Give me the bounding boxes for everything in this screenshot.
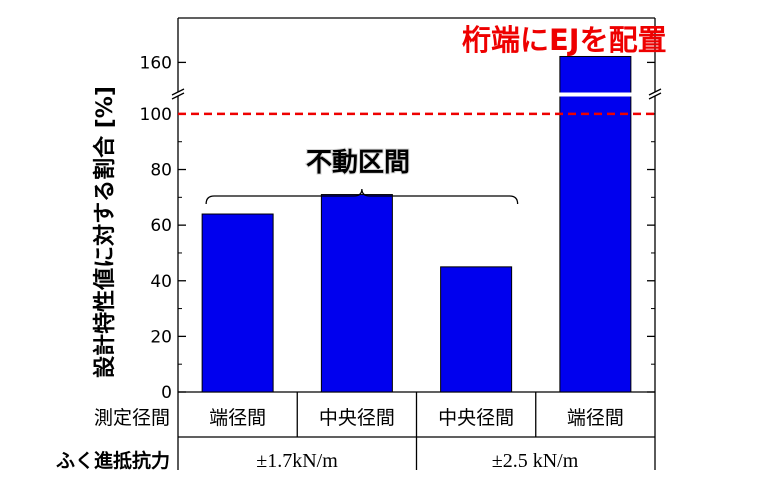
- resistance-group-1: ±1.7kN/m: [256, 450, 338, 472]
- category-label: 端径間: [209, 407, 266, 429]
- fixed-span-label: 不動区間: [306, 148, 410, 178]
- y-tick-label: 80: [150, 161, 172, 181]
- bar: [559, 55, 632, 393]
- y-tick-label: 160: [140, 53, 172, 73]
- axis-break-mark: [171, 92, 185, 100]
- y-axis-label: 設計特性値に対する割合 [%]: [92, 86, 118, 378]
- y-tick-label: 60: [150, 216, 172, 236]
- y-tick-label: 0: [161, 383, 172, 403]
- category-label: 端径間: [567, 407, 624, 429]
- axis-break-gap: [651, 92, 659, 96]
- y-tick-label: 20: [150, 327, 172, 347]
- fixed-span-bracket: [205, 188, 519, 205]
- bar: [201, 213, 274, 393]
- bar: [440, 266, 513, 393]
- row-header-resistance: ふく進抵抗力: [56, 449, 170, 472]
- category-label: 中央径間: [438, 407, 514, 429]
- bars: [201, 55, 632, 393]
- axis-break-mark: [648, 92, 662, 100]
- category-label: 中央径間: [319, 407, 395, 429]
- resistance-group-2: ±2.5 kN/m: [492, 450, 579, 472]
- y-tick-label: 100: [140, 105, 172, 125]
- bar: [320, 194, 393, 393]
- axis-break-mark: [648, 88, 662, 96]
- axis-break-gap: [174, 92, 182, 96]
- condition-table: 測定径間 ふく進抵抗力 端径間 中央径間 中央径間 端径間 ±1.7kN/m ±2.5…: [56, 392, 656, 472]
- axis-break-mark: [171, 88, 185, 96]
- category-labels: 端径間 中央径間 中央径間 端径間: [209, 407, 624, 429]
- bar-break-gap: [558, 92, 632, 97]
- row-header-span: 測定径間: [94, 407, 170, 429]
- axis-breaks: [171, 88, 662, 100]
- ej-annotation: 桁端にEJを配置: [462, 23, 667, 57]
- y-tick-label: 40: [150, 272, 172, 292]
- table-column-dividers: [177, 392, 656, 470]
